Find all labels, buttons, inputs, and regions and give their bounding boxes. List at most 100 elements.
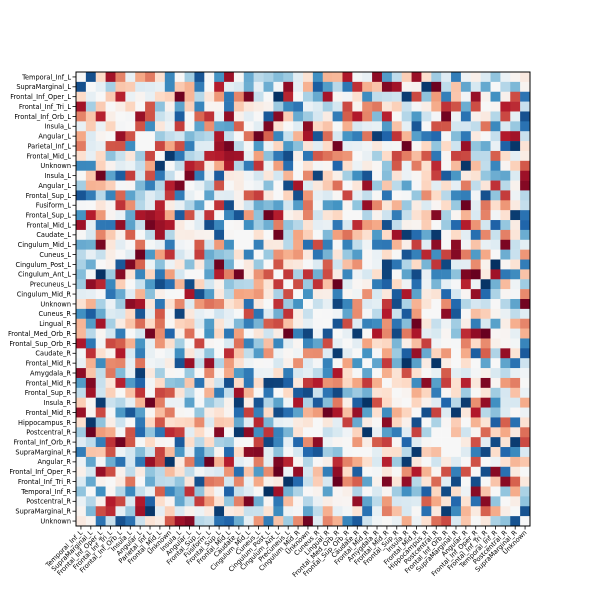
heatmap-cell — [480, 121, 491, 132]
heatmap-cell — [224, 81, 235, 92]
heatmap-cell — [135, 210, 146, 221]
heatmap-cell — [76, 516, 87, 527]
heatmap-cell — [233, 259, 245, 270]
heatmap-cell — [253, 476, 264, 487]
heatmap-cell — [362, 387, 373, 398]
heatmap-cell — [105, 121, 116, 132]
heatmap-cell — [243, 476, 254, 487]
heatmap-cell — [204, 486, 215, 497]
heatmap-cell — [253, 427, 264, 438]
heatmap-cell — [401, 427, 412, 438]
heatmap-cell — [441, 496, 452, 507]
heatmap-cell — [322, 259, 333, 270]
heatmap-cell — [76, 417, 87, 428]
heatmap-cell — [194, 437, 205, 448]
heatmap-cell — [105, 417, 116, 428]
heatmap-cell — [115, 141, 126, 152]
heatmap-cell — [312, 91, 323, 102]
heatmap-cell — [480, 318, 491, 329]
heatmap-cell — [332, 397, 343, 408]
heatmap-cell — [391, 249, 402, 260]
heatmap-cell — [500, 358, 511, 369]
heatmap-cell — [105, 160, 116, 171]
heatmap-cell — [441, 466, 452, 477]
heatmap-cell — [273, 397, 284, 408]
heatmap-cell — [154, 328, 166, 339]
heatmap-cell — [500, 229, 511, 241]
heatmap-cell — [263, 91, 274, 102]
heatmap-cell — [293, 170, 304, 181]
heatmap-cell — [243, 506, 254, 517]
heatmap-cell — [312, 516, 323, 527]
heatmap-cell — [164, 200, 175, 211]
heatmap-cell — [105, 496, 116, 507]
heatmap-cell — [431, 170, 442, 181]
heatmap-cell — [520, 111, 531, 122]
heatmap-cell — [154, 180, 166, 191]
heatmap-cell — [243, 496, 254, 507]
heatmap-cell — [332, 121, 343, 132]
heatmap-cell — [421, 239, 432, 250]
heatmap-cell — [85, 377, 96, 389]
heatmap-cell — [224, 279, 235, 290]
heatmap-cell — [490, 417, 501, 428]
heatmap-cell — [500, 447, 511, 458]
heatmap-cell — [184, 249, 195, 260]
heatmap-cell — [184, 496, 195, 507]
heatmap-cell — [441, 417, 452, 428]
heatmap-cell — [164, 190, 175, 201]
heatmap-cell — [253, 131, 264, 142]
heatmap-cell — [470, 200, 481, 211]
heatmap-cell — [115, 91, 126, 102]
heatmap-cell — [194, 111, 205, 122]
heatmap-cell — [253, 377, 264, 389]
heatmap-cell — [194, 72, 205, 83]
heatmap-cell — [233, 456, 245, 468]
heatmap-cell — [332, 456, 343, 468]
heatmap-cell — [332, 486, 343, 497]
heatmap-cell — [431, 476, 442, 487]
heatmap-cell — [480, 81, 491, 92]
heatmap-cell — [85, 210, 96, 221]
heatmap-cell — [480, 476, 491, 487]
heatmap-cell — [510, 190, 521, 201]
heatmap-cell — [303, 190, 314, 201]
heatmap-cell — [273, 358, 284, 369]
heatmap-cell — [421, 496, 432, 507]
heatmap-cell — [233, 180, 245, 191]
heatmap-cell — [105, 190, 116, 201]
heatmap-cell — [273, 72, 284, 83]
heatmap-cell — [352, 486, 363, 497]
heatmap-cell — [214, 338, 225, 349]
y-tick-label: SupraMarginal_R — [15, 448, 71, 456]
heatmap-cell — [214, 358, 225, 369]
heatmap-cell — [401, 170, 412, 181]
heatmap-cell — [283, 447, 294, 458]
heatmap-cell — [145, 358, 156, 369]
heatmap-cell — [500, 407, 511, 418]
heatmap-cell — [322, 397, 333, 408]
heatmap-cell — [145, 407, 156, 418]
heatmap-cell — [194, 210, 205, 221]
heatmap-cell — [421, 111, 432, 122]
heatmap-cell — [391, 456, 402, 468]
y-tick-label: Frontal_Inf_Orb_R — [13, 439, 71, 447]
heatmap-cell — [362, 506, 373, 517]
heatmap-cell — [303, 338, 314, 349]
heatmap-cell — [372, 466, 383, 477]
heatmap-cell — [283, 506, 294, 517]
heatmap-cell — [401, 466, 412, 477]
heatmap-cell — [174, 486, 185, 497]
heatmap-cell — [332, 506, 343, 517]
heatmap-cell — [391, 279, 402, 290]
heatmap-cell — [401, 486, 412, 497]
heatmap-cell — [332, 407, 343, 418]
heatmap-cell — [391, 289, 402, 300]
heatmap-cell — [303, 308, 314, 319]
heatmap-cell — [253, 299, 264, 310]
heatmap-cell — [115, 72, 126, 83]
heatmap-cell — [362, 368, 373, 379]
heatmap-cell — [441, 121, 452, 132]
heatmap-cell — [95, 210, 106, 221]
heatmap-cell — [164, 141, 175, 152]
